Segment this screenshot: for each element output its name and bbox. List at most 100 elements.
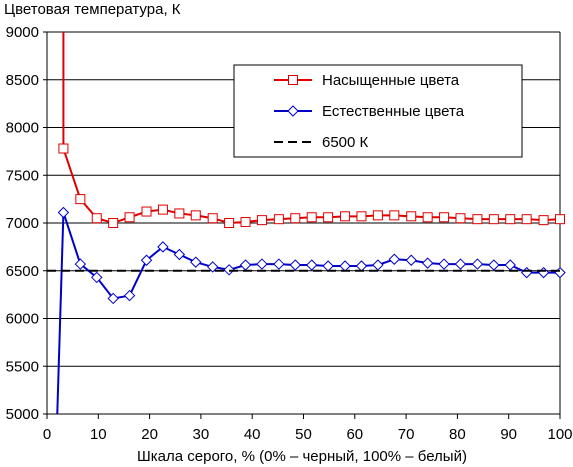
series-0-point-14 xyxy=(290,213,301,224)
series-1-point-13 xyxy=(273,258,285,270)
series-0-point-7 xyxy=(174,208,185,219)
series-0-point-1 xyxy=(75,194,86,205)
legend-marker-0 xyxy=(288,75,298,85)
y-tick-label-6000: 6000 xyxy=(6,311,39,328)
series-1-point-21 xyxy=(405,254,417,266)
series-0-point-19 xyxy=(372,210,383,221)
legend-label-2: 6500 К xyxy=(322,134,369,151)
legend-label-0: Насыщенные цвета xyxy=(322,72,460,89)
x-tick-label-10: 10 xyxy=(90,426,107,443)
y-tick-label-8500: 8500 xyxy=(6,72,39,89)
series-1-point-23 xyxy=(438,258,450,270)
series-1-point-20 xyxy=(388,253,401,265)
series-0-point-3 xyxy=(108,218,119,228)
x-tick-label-100: 100 xyxy=(547,426,572,443)
series-1-point-9 xyxy=(206,261,219,273)
y-tick-label-5000: 5000 xyxy=(6,406,39,423)
series-1 xyxy=(56,206,566,415)
series-1-point-5 xyxy=(140,254,153,266)
legend: Насыщенные цвета Естественные цвета 6500 К xyxy=(233,64,523,158)
series-0-point-21 xyxy=(406,211,417,222)
series-0-point-6 xyxy=(157,204,168,215)
x-tick-label-60: 60 xyxy=(346,426,363,443)
series-0-point-13 xyxy=(273,214,284,225)
series-0-point-23 xyxy=(439,212,450,223)
series-1-lead-in xyxy=(56,212,65,415)
x-tick-label-30: 30 xyxy=(193,426,210,443)
series-1-point-30 xyxy=(554,266,566,279)
series-1-point-27 xyxy=(504,259,516,271)
x-tick-label-40: 40 xyxy=(244,426,261,443)
series-1-point-2 xyxy=(91,271,103,284)
legend-entry-0: Насыщенные цвета xyxy=(274,72,460,89)
series-0-line xyxy=(62,148,561,225)
series-0-point-2 xyxy=(91,213,102,224)
series-1-point-3 xyxy=(107,292,119,305)
series-0-point-20 xyxy=(389,210,400,221)
series-0-point-18 xyxy=(356,211,367,222)
series-0-point-24 xyxy=(455,213,466,224)
series-0-point-17 xyxy=(340,211,351,222)
legend-entry-1: Естественные цвета xyxy=(274,103,465,120)
series-0-point-16 xyxy=(323,212,334,223)
y-tick-label-8000: 8000 xyxy=(6,120,39,137)
y-tick-label-9000: 9000 xyxy=(6,24,39,41)
x-tick-label-0: 0 xyxy=(43,426,51,443)
series-0-point-25 xyxy=(472,214,483,225)
series-0-point-29 xyxy=(538,215,549,226)
series-1-point-29 xyxy=(537,266,550,279)
series-0-point-0 xyxy=(58,143,69,154)
y-tick-label-7000: 7000 xyxy=(6,215,39,232)
series-0-point-26 xyxy=(488,214,499,225)
series-0-point-12 xyxy=(256,215,267,226)
series-1-point-1 xyxy=(74,258,87,270)
series-1-point-17 xyxy=(339,260,351,272)
series-1-point-0 xyxy=(57,206,70,219)
series-1-point-26 xyxy=(488,259,500,271)
series-1-point-14 xyxy=(289,259,301,271)
series-1-point-8 xyxy=(190,256,202,268)
x-tick-label-80: 80 xyxy=(449,426,466,443)
series-0-point-10 xyxy=(224,218,235,228)
series-0-point-4 xyxy=(124,212,135,223)
series-0-point-11 xyxy=(240,217,251,228)
series-1-point-28 xyxy=(520,266,533,279)
x-tick-label-20: 20 xyxy=(141,426,158,443)
y-tick-label-7500: 7500 xyxy=(6,167,39,184)
legend-label-1: Естественные цвета xyxy=(322,103,465,120)
series-1-point-16 xyxy=(322,260,334,272)
legend-marker-1 xyxy=(287,105,299,117)
series-1-point-25 xyxy=(471,258,484,270)
series-0-point-5 xyxy=(141,206,152,217)
y-axis-label: Цветовая температура, К xyxy=(4,1,181,18)
x-tick-label-90: 90 xyxy=(500,426,517,443)
series-0 xyxy=(58,32,565,228)
series-0-point-22 xyxy=(422,212,433,223)
series-0-point-8 xyxy=(190,210,201,221)
series-1-line xyxy=(62,212,560,300)
series-1-point-7 xyxy=(173,248,186,261)
x-axis-label: Шкала серого, % (0% – черный, 100% – бел… xyxy=(137,448,467,465)
y-tick-label-6500: 6500 xyxy=(6,263,39,280)
series-layer xyxy=(47,32,566,415)
series-1-point-18 xyxy=(355,260,368,272)
series-1-point-4 xyxy=(123,289,136,302)
series-1-point-6 xyxy=(157,241,169,253)
series-1-point-11 xyxy=(239,259,252,271)
series-1-point-24 xyxy=(454,258,467,270)
series-1-point-19 xyxy=(372,259,384,271)
series-0-point-9 xyxy=(207,213,218,224)
x-tick-label-50: 50 xyxy=(295,426,312,443)
series-0-point-15 xyxy=(306,212,317,223)
legend-entry-2: 6500 К xyxy=(274,134,369,151)
series-0-point-30 xyxy=(555,214,565,225)
series-1-point-12 xyxy=(256,258,268,270)
series-0-point-27 xyxy=(505,214,516,225)
y-tick-label-5500: 5500 xyxy=(6,358,39,375)
x-tick-label-70: 70 xyxy=(398,426,415,443)
axes: 5000 5500 6000 6500 7000 7500 8000 8500 9000 0 10 2… xyxy=(6,24,573,443)
series-1-point-22 xyxy=(421,257,434,269)
series-1-point-15 xyxy=(306,259,318,271)
series-0-point-28 xyxy=(521,214,532,225)
